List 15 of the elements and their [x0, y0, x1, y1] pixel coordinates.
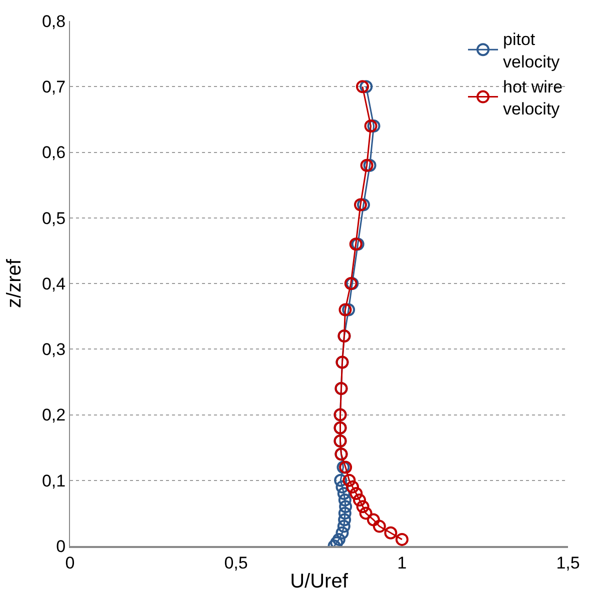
- legend-label: hot wire velocity: [503, 77, 563, 118]
- y-tick-label: 0,6: [42, 143, 66, 162]
- x-axis-title: U/Uref: [290, 570, 348, 592]
- y-tick-label: 0,7: [42, 78, 66, 97]
- x-tick-label: 0,5: [224, 553, 248, 572]
- y-tick-label: 0,8: [42, 12, 66, 31]
- x-tick-label: 1,5: [556, 553, 580, 572]
- y-tick-label: 0,2: [42, 406, 66, 425]
- y-tick-label: 0,4: [42, 274, 66, 294]
- y-tick-label: 0,1: [42, 471, 66, 490]
- x-tick-label: 1: [397, 553, 407, 572]
- y-tick-label: 0,3: [42, 340, 66, 360]
- y-axis-title: z/zref: [3, 258, 26, 308]
- y-tick-label: 0: [56, 536, 66, 556]
- y-tick-label: 0,5: [42, 208, 66, 228]
